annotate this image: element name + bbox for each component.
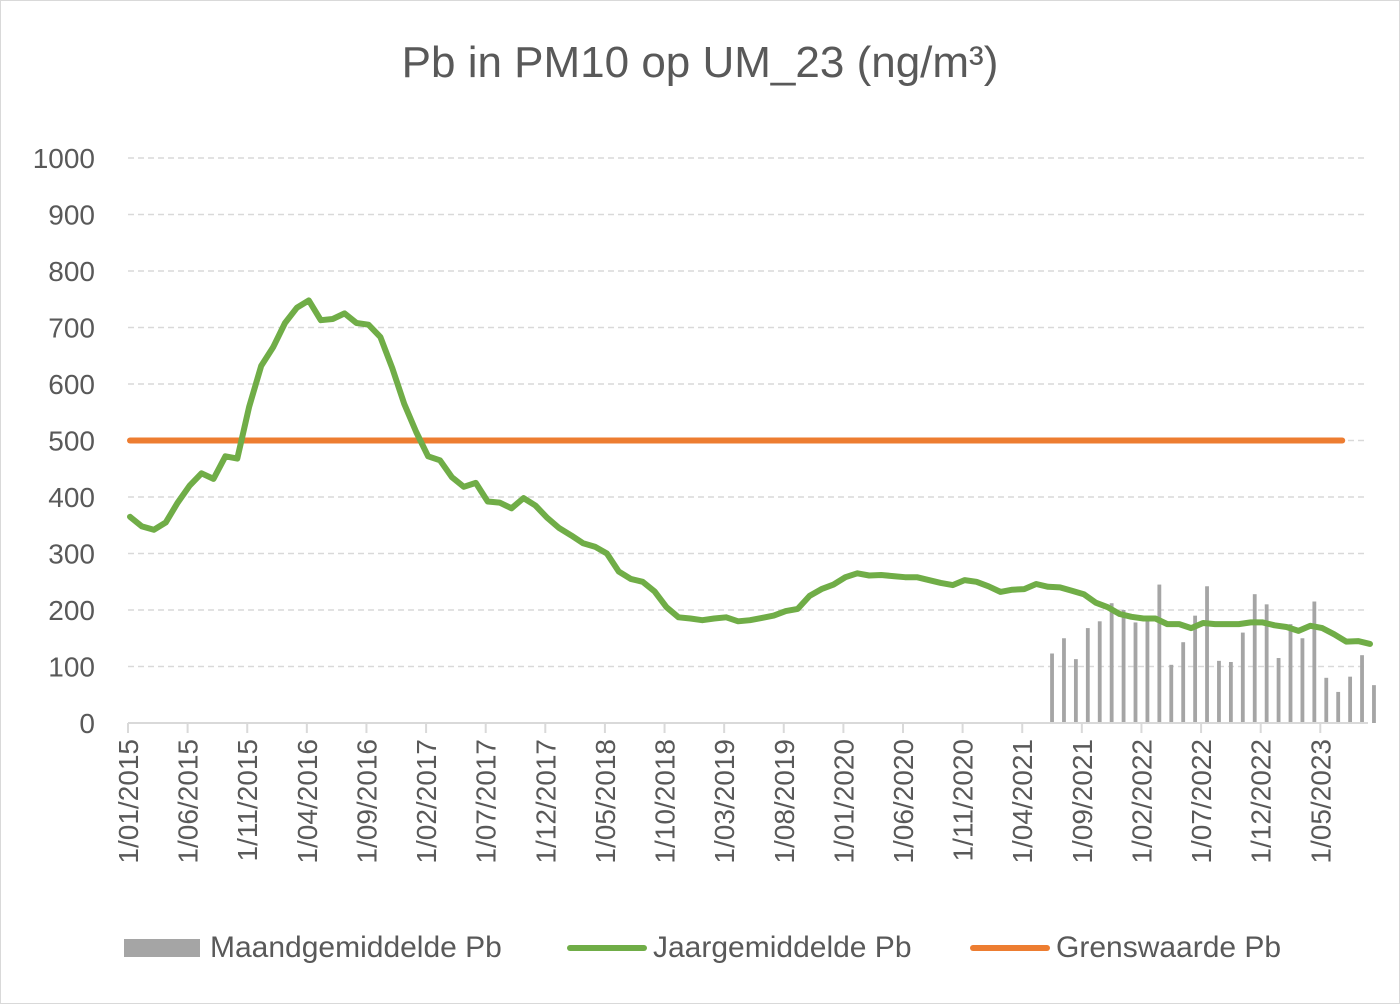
x-tick-label: 1/07/2022 [1186, 739, 1217, 864]
monthly-bar [1300, 638, 1305, 723]
x-tick-label: 1/04/2016 [292, 739, 323, 864]
x-tick-label: 1/08/2019 [769, 739, 800, 864]
x-tick-label: 1/09/2021 [1067, 739, 1098, 864]
monthly-bar [1050, 653, 1054, 723]
monthly-bar [1097, 621, 1102, 723]
monthly-bar [1228, 661, 1233, 723]
axes [127, 722, 1368, 733]
legend-swatch-monthly [124, 939, 200, 957]
monthly-bar [1288, 624, 1293, 723]
chart-title: Pb in PM10 op UM_23 (ng/m³) [401, 38, 999, 87]
monthly-bar [1264, 604, 1269, 723]
x-tick-label: 1/02/2022 [1126, 739, 1157, 864]
x-axis-ticks: 1/01/2015 1/06/2015 1/11/2015 1/04/2016 1/09… [113, 739, 1336, 864]
monthly-bar [1181, 642, 1186, 723]
y-tick-label: 300 [48, 539, 95, 570]
x-tick-label: 1/12/2022 [1246, 739, 1277, 864]
y-tick-label: 400 [48, 482, 95, 513]
gridlines [128, 157, 1368, 668]
y-tick-label: 600 [48, 369, 95, 400]
legend-item-monthly: Maandgemiddelde Pb [124, 920, 502, 976]
annual-line-layer [127, 297, 1373, 647]
x-tick-label: 1/07/2017 [471, 739, 502, 864]
legend-item-annual: Jaargemiddelde Pb [567, 920, 912, 976]
y-axis-ticks: 0 100 200 300 400 500 600 700 800 900 1000 [33, 143, 95, 739]
legend-label-limit: Grenswaarde Pb [1056, 931, 1282, 964]
monthly-bar [1133, 622, 1138, 723]
monthly-bar [1169, 664, 1174, 723]
monthly-bar [1193, 615, 1198, 723]
monthly-bar [1324, 677, 1329, 723]
x-tick-label: 1/05/2023 [1305, 739, 1336, 864]
monthly-bar [1240, 632, 1245, 723]
legend-item-limit: Grenswaarde Pb [970, 920, 1281, 976]
monthly-bar [1145, 615, 1150, 723]
monthly-bars [1050, 584, 1376, 723]
x-tick-label: 1/03/2019 [709, 739, 740, 864]
legend-label-annual: Jaargemiddelde Pb [653, 931, 912, 964]
x-tick-label: 1/12/2017 [530, 739, 561, 864]
annual-average-line [127, 297, 1373, 647]
monthly-bar [1372, 685, 1376, 723]
monthly-bar [1121, 610, 1126, 723]
monthly-bar [1085, 628, 1090, 723]
monthly-bar [1205, 586, 1209, 723]
monthly-bar [1312, 601, 1317, 723]
y-tick-label: 900 [48, 200, 95, 231]
monthly-bar [1336, 691, 1341, 723]
monthly-bar [1348, 676, 1353, 723]
x-tick-label: 1/11/2020 [948, 739, 979, 862]
monthly-bar [1062, 638, 1066, 723]
x-tick-label: 1/04/2021 [1007, 739, 1038, 864]
legend: Maandgemiddelde Pb Jaargemiddelde Pb Gre… [0, 920, 1400, 976]
y-tick-label: 700 [48, 313, 95, 344]
x-tick-label: 1/11/2015 [232, 739, 263, 862]
y-tick-label: 500 [48, 426, 95, 457]
y-tick-label: 100 [48, 652, 95, 683]
y-tick-label: 200 [48, 595, 95, 626]
monthly-bar [1073, 659, 1078, 723]
x-tick-label: 1/06/2020 [888, 739, 919, 864]
legend-swatch-annual [567, 945, 647, 951]
monthly-bar [1252, 594, 1257, 723]
legend-swatch-limit [970, 945, 1050, 951]
monthly-bar [1109, 603, 1114, 723]
x-tick-label: 1/01/2015 [113, 739, 144, 864]
monthly-bar [1157, 584, 1162, 723]
x-tick-label: 1/09/2016 [351, 739, 382, 864]
legend-label-monthly: Maandgemiddelde Pb [210, 931, 502, 964]
monthly-bar [1276, 658, 1281, 723]
x-tick-label: 1/05/2018 [590, 739, 621, 864]
y-tick-label: 1000 [33, 143, 95, 174]
monthly-bar [1360, 655, 1364, 723]
y-tick-label: 0 [79, 708, 95, 739]
x-tick-label: 1/10/2018 [650, 739, 681, 864]
x-tick-label: 1/06/2015 [173, 739, 204, 864]
monthly-bar [1217, 660, 1221, 723]
x-tick-label: 1/01/2020 [828, 739, 859, 864]
x-tick-label: 1/02/2017 [411, 739, 442, 864]
y-tick-label: 800 [48, 256, 95, 287]
